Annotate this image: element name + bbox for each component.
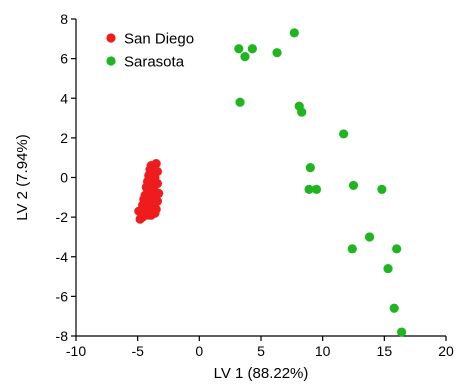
san-diego-point xyxy=(154,188,164,198)
sarasota-point xyxy=(389,303,399,313)
y-tick-label: 4 xyxy=(60,90,68,106)
y-tick-label: 0 xyxy=(60,170,68,186)
legend: San Diego Sarasota xyxy=(106,31,194,71)
sarasota-point xyxy=(240,52,250,62)
x-tick-label: -10 xyxy=(66,343,86,359)
san-diego-point xyxy=(152,166,162,177)
san-diego-point xyxy=(152,196,162,206)
y-tick-label: -4 xyxy=(56,249,69,265)
sarasota-point xyxy=(347,244,357,254)
san-diego-point xyxy=(151,159,161,169)
sarasota-point xyxy=(297,107,307,117)
legend-label-san-diego: San Diego xyxy=(124,31,194,48)
san-diego-point xyxy=(150,208,160,218)
x-tick-label: 20 xyxy=(438,343,454,359)
sarasota-point xyxy=(377,184,387,194)
data-points xyxy=(134,28,407,337)
x-tick-label: 5 xyxy=(257,343,265,359)
sarasota-point xyxy=(235,97,245,107)
x-tick-label: 0 xyxy=(195,343,203,359)
legend-label-sarasota: Sarasota xyxy=(124,54,185,71)
legend-marker-san-diego xyxy=(106,33,116,43)
sarasota-point xyxy=(364,232,375,242)
sarasota-point xyxy=(289,28,299,38)
sarasota-point xyxy=(311,184,322,194)
sarasota-point xyxy=(348,180,359,191)
sarasota-point xyxy=(247,44,257,54)
y-tick-label: 6 xyxy=(60,51,68,67)
x-axis-label: LV 1 (88.22%) xyxy=(214,365,309,382)
sarasota-point xyxy=(392,244,402,254)
y-tick-label: -6 xyxy=(56,288,69,304)
x-tick-label: 15 xyxy=(377,343,393,359)
x-tick-label: 10 xyxy=(315,343,331,359)
sarasota-point xyxy=(234,44,244,54)
y-tick-label: 2 xyxy=(60,130,68,146)
y-tick-label: 8 xyxy=(60,11,68,27)
axes: -10 -5 0 5 10 15 20 -8 -6 -4 -2 0 2 4 6 8 xyxy=(56,11,454,359)
y-tick-label: -2 xyxy=(56,209,69,225)
sarasota-point xyxy=(272,48,282,58)
y-axis-label: LV 2 (7.94%) xyxy=(14,134,31,220)
sarasota-point xyxy=(304,184,314,194)
x-tick-label: -5 xyxy=(131,343,144,359)
sarasota-point xyxy=(397,327,407,337)
y-tick-label: -8 xyxy=(56,328,69,344)
sarasota-point xyxy=(383,264,393,274)
sarasota-point xyxy=(339,129,349,139)
legend-marker-sarasota xyxy=(106,56,116,66)
sarasota-point xyxy=(305,162,315,173)
